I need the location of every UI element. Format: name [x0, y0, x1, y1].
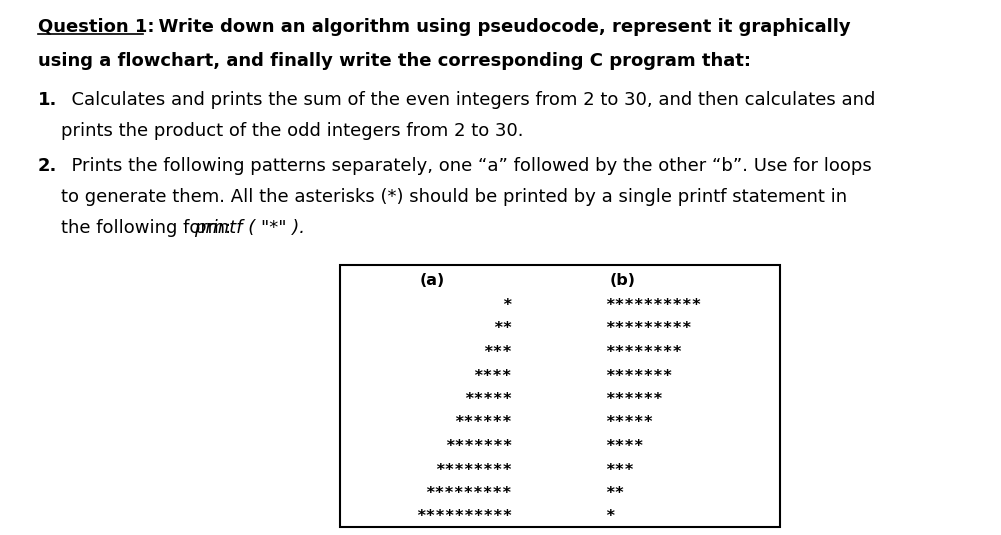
- Text: ********: ********: [435, 462, 512, 478]
- Text: prints the product of the odd integers from 2 to 30.: prints the product of the odd integers f…: [38, 122, 524, 140]
- Text: *******: *******: [444, 439, 512, 454]
- Text: 1.: 1.: [38, 91, 57, 109]
- Text: 2.: 2.: [38, 157, 57, 175]
- Text: *********: *********: [425, 486, 512, 501]
- Text: *******: *******: [605, 369, 673, 384]
- Text: (b): (b): [610, 273, 636, 288]
- Text: ****: ****: [605, 439, 644, 454]
- Text: **********: **********: [415, 509, 512, 524]
- Text: *: *: [503, 298, 512, 313]
- Text: ******: ******: [454, 416, 512, 431]
- Text: Write down an algorithm using pseudocode, represent it graphically: Write down an algorithm using pseudocode…: [146, 18, 851, 36]
- Text: (a): (a): [420, 273, 445, 288]
- Text: Prints the following patterns separately, one “a” followed by the other “b”. Use: Prints the following patterns separately…: [60, 157, 872, 175]
- Text: printf ( "*" ).: printf ( "*" ).: [194, 219, 305, 237]
- Text: *****: *****: [463, 392, 512, 407]
- Text: ******: ******: [605, 392, 663, 407]
- Text: **********: **********: [605, 298, 702, 313]
- Text: ***: ***: [483, 345, 512, 360]
- Text: **: **: [492, 322, 512, 337]
- Text: to generate them. All the asterisks (*) should be printed by a single printf sta: to generate them. All the asterisks (*) …: [38, 188, 847, 206]
- Text: the following form:: the following form:: [38, 219, 237, 237]
- Text: Question 1:: Question 1:: [38, 18, 154, 36]
- Text: using a flowchart, and finally write the corresponding C program that:: using a flowchart, and finally write the…: [38, 52, 751, 70]
- Text: ****: ****: [473, 369, 512, 384]
- Text: *********: *********: [605, 322, 692, 337]
- Text: Calculates and prints the sum of the even integers from 2 to 30, and then calcul: Calculates and prints the sum of the eve…: [60, 91, 876, 109]
- Text: **: **: [605, 486, 625, 501]
- Text: *: *: [605, 509, 615, 524]
- Text: ***: ***: [605, 462, 634, 478]
- Text: *****: *****: [605, 416, 653, 431]
- Text: ********: ********: [605, 345, 682, 360]
